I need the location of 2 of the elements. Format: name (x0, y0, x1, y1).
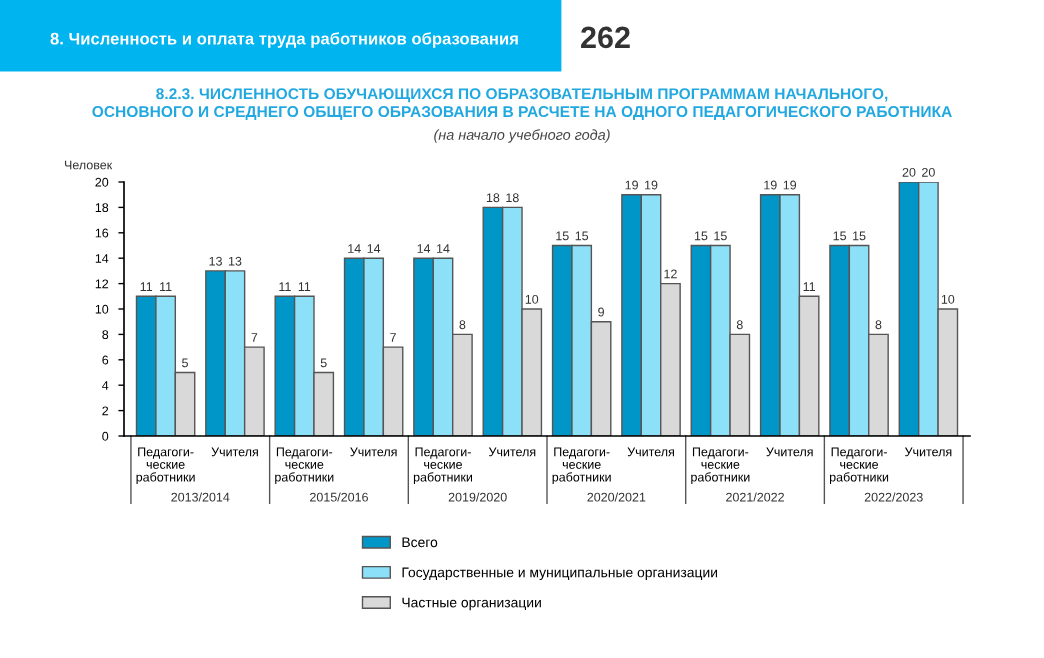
text: 8. Численность и оплата труда работников образования (50, 32, 518, 48)
text: 262 (581, 26, 630, 49)
